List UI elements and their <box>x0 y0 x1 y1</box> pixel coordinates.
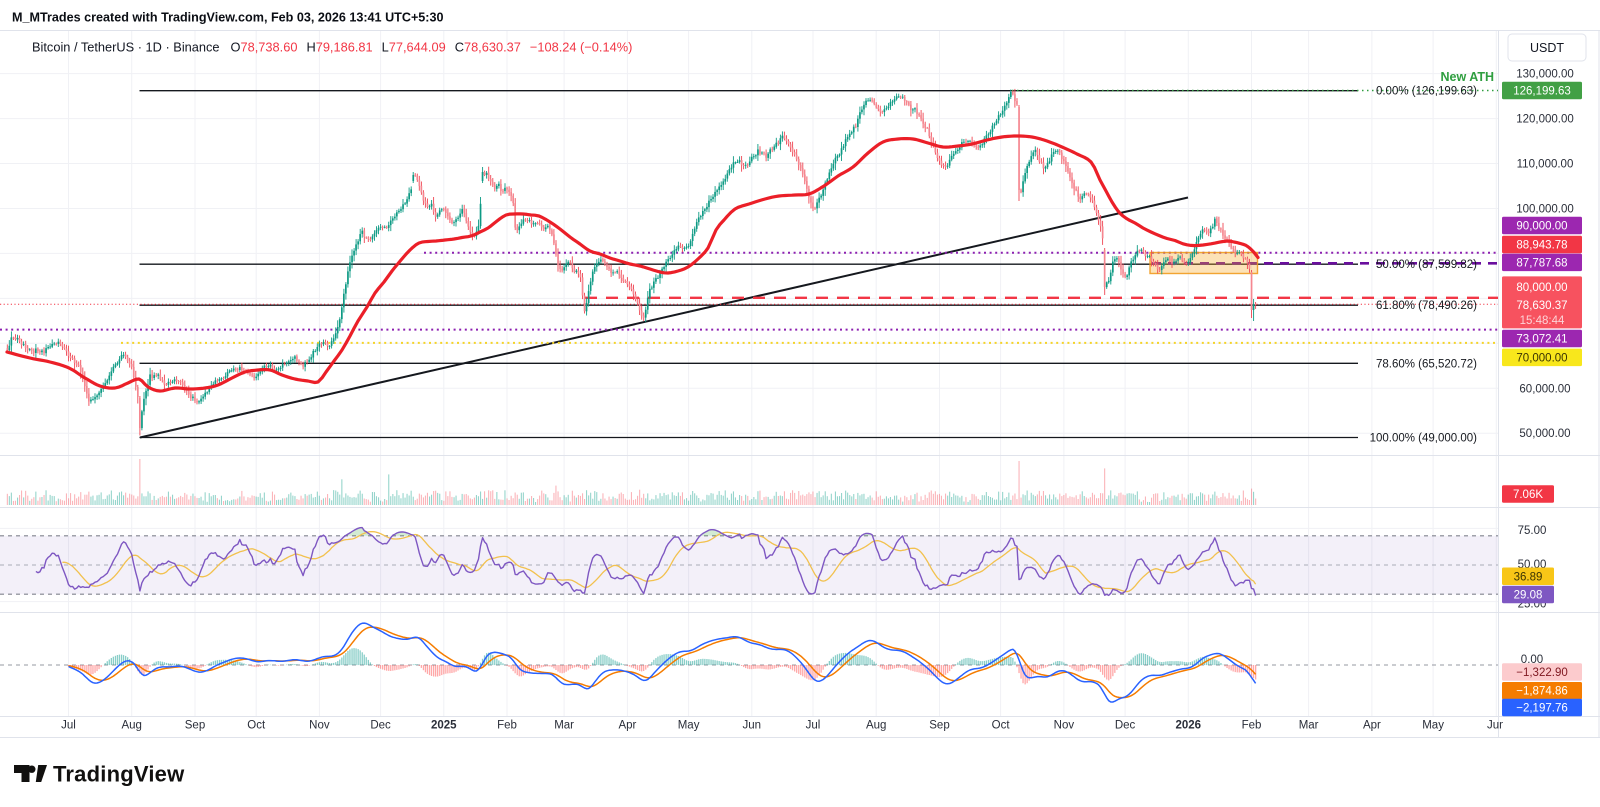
svg-text:78,630.37: 78,630.37 <box>1516 300 1567 312</box>
svg-text:Sep: Sep <box>185 720 205 732</box>
svg-text:70,000.00: 70,000.00 <box>1516 352 1567 364</box>
svg-text:Nov: Nov <box>309 720 330 732</box>
svg-text:50.00% (87,599.82): 50.00% (87,599.82) <box>1376 259 1477 271</box>
svg-text:Sep: Sep <box>929 720 949 732</box>
svg-text:−2,197.76: −2,197.76 <box>1516 703 1567 715</box>
svg-text:Nov: Nov <box>1054 720 1075 732</box>
svg-text:New ATH: New ATH <box>1441 70 1494 84</box>
svg-text:−1,322.90: −1,322.90 <box>1516 667 1567 679</box>
svg-text:USDT: USDT <box>1530 41 1564 55</box>
svg-text:Bitcoin / TetherUS · 1D · Bina: Bitcoin / TetherUS · 1D · Binance O78,738… <box>32 40 632 55</box>
svg-text:60,000.00: 60,000.00 <box>1519 383 1570 395</box>
svg-text:29.08: 29.08 <box>1514 590 1543 602</box>
svg-text:Jul: Jul <box>61 720 76 732</box>
svg-text:Mar: Mar <box>1299 720 1319 732</box>
svg-text:126,199.63: 126,199.63 <box>1513 86 1571 98</box>
svg-text:100.00% (49,000.00): 100.00% (49,000.00) <box>1370 433 1478 445</box>
svg-text:0.00% (126,199.63): 0.00% (126,199.63) <box>1376 86 1477 98</box>
svg-text:100,000.00: 100,000.00 <box>1516 204 1574 216</box>
svg-text:73,072.41: 73,072.41 <box>1516 334 1567 346</box>
svg-text:Jul: Jul <box>806 720 821 732</box>
svg-text:2025: 2025 <box>431 720 457 732</box>
svg-text:Mar: Mar <box>554 720 574 732</box>
svg-text:May: May <box>1422 720 1444 732</box>
svg-text:7.06K: 7.06K <box>1513 489 1543 501</box>
svg-text:78.60% (65,520.72): 78.60% (65,520.72) <box>1376 358 1477 370</box>
svg-text:−1,874.86: −1,874.86 <box>1516 686 1567 698</box>
svg-text:87,787.68: 87,787.68 <box>1516 257 1567 269</box>
svg-text:2026: 2026 <box>1176 720 1202 732</box>
svg-text:Oct: Oct <box>247 720 266 732</box>
svg-text:Dec: Dec <box>370 720 391 732</box>
svg-text:90,000.00: 90,000.00 <box>1516 221 1567 233</box>
svg-text:Apr: Apr <box>618 720 636 732</box>
svg-text:Oct: Oct <box>992 720 1011 732</box>
svg-text:130,000.00: 130,000.00 <box>1516 69 1574 81</box>
svg-text:15:48:44: 15:48:44 <box>1520 315 1565 327</box>
svg-text:110,000.00: 110,000.00 <box>1517 159 1574 171</box>
svg-text:Aug: Aug <box>866 720 886 732</box>
svg-text:Jun: Jun <box>1487 720 1506 732</box>
svg-text:50,000.00: 50,000.00 <box>1519 428 1570 440</box>
svg-text:Aug: Aug <box>121 720 141 732</box>
svg-text:May: May <box>678 720 700 732</box>
svg-text:M_MTrades created with Trading: M_MTrades created with TradingView.com, … <box>12 11 444 25</box>
svg-text:61.80% (78,490.26): 61.80% (78,490.26) <box>1376 300 1477 312</box>
svg-text:88,943.78: 88,943.78 <box>1516 240 1567 252</box>
svg-text:Feb: Feb <box>497 720 517 732</box>
svg-text:Feb: Feb <box>1242 720 1262 732</box>
svg-text:0.00: 0.00 <box>1521 654 1543 666</box>
svg-text:Dec: Dec <box>1115 720 1136 732</box>
svg-text:120,000.00: 120,000.00 <box>1516 114 1574 126</box>
svg-text:75.00: 75.00 <box>1518 525 1547 537</box>
svg-text:36.89: 36.89 <box>1514 571 1543 583</box>
svg-text:Apr: Apr <box>1363 720 1381 732</box>
svg-text:Jun: Jun <box>743 720 762 732</box>
svg-text:TradingView: TradingView <box>53 762 185 787</box>
svg-text:80,000.00: 80,000.00 <box>1516 282 1567 294</box>
